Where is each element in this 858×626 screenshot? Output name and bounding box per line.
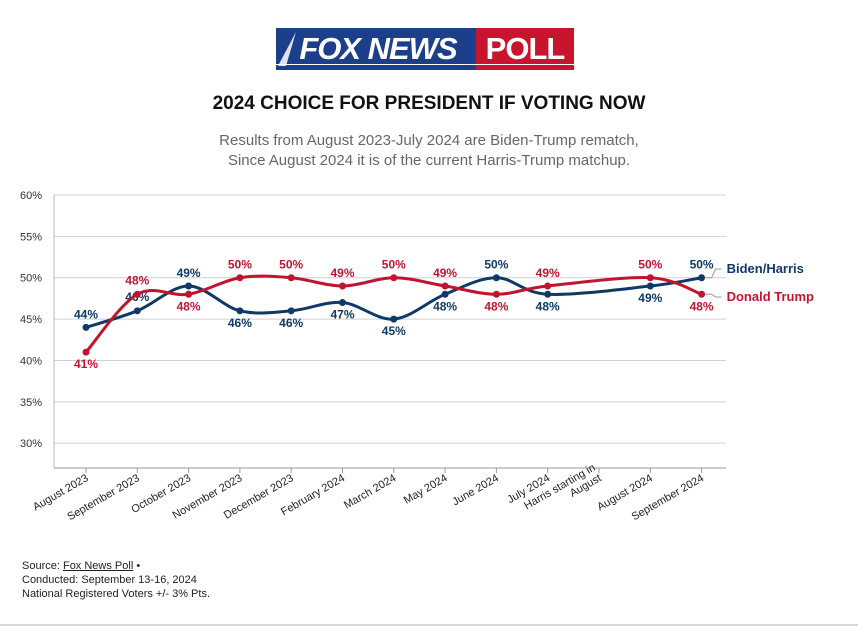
logo-underline-red	[476, 65, 574, 70]
data-point	[646, 282, 654, 290]
data-point	[492, 290, 500, 298]
data-point	[339, 282, 346, 290]
data-point	[236, 307, 244, 315]
conducted-line: Conducted: September 13-16, 2024	[22, 574, 197, 586]
data-label: 50%	[484, 258, 508, 272]
data-point	[544, 290, 552, 298]
data-point	[390, 315, 398, 323]
data-label: 48%	[484, 299, 508, 313]
x-tick-label: March 2024	[342, 472, 398, 511]
subtitle-line-2: Since August 2024 it is of the current H…	[227, 152, 631, 169]
data-point	[646, 274, 654, 282]
y-tick-label: 50%	[20, 273, 42, 285]
data-label: 45%	[382, 324, 406, 338]
y-tick-label: 35%	[20, 397, 42, 409]
data-label: 49%	[536, 266, 560, 280]
logo-underline-blue	[276, 65, 476, 70]
data-point	[236, 274, 244, 282]
x-tick-label: May 2024	[402, 472, 450, 507]
universe-line: National Registered Voters +/- 3% Pts.	[22, 588, 211, 600]
data-label: 48%	[125, 273, 149, 287]
data-label: 50%	[638, 258, 662, 272]
data-label: 49%	[177, 266, 201, 280]
chart-subtitle: Results from August 2023-July 2024 are B…	[0, 131, 858, 171]
data-label: 48%	[536, 299, 560, 313]
data-label: 50%	[690, 258, 714, 272]
y-tick-label: 40%	[20, 355, 42, 367]
data-point	[133, 307, 141, 315]
data-label: 44%	[74, 307, 98, 321]
data-point	[698, 274, 706, 282]
data-label: 50%	[279, 258, 303, 272]
series-line	[84, 274, 704, 354]
data-point	[698, 290, 706, 298]
data-point	[441, 282, 449, 290]
data-label: 47%	[330, 308, 354, 322]
data-label: 50%	[228, 258, 252, 272]
logo-red-panel	[476, 28, 574, 64]
data-label: 49%	[638, 291, 662, 305]
source-line: Source: Fox News Poll •	[22, 559, 210, 573]
data-point	[339, 299, 346, 307]
y-tick-label: 55%	[20, 231, 42, 243]
data-point	[492, 274, 500, 282]
legend-connector	[704, 293, 722, 298]
data-point	[133, 290, 141, 298]
data-label: 48%	[433, 299, 457, 313]
x-tick-label: June 2024	[450, 472, 501, 508]
data-label: 46%	[228, 316, 252, 330]
source-prefix: Source:	[22, 560, 63, 572]
source-link[interactable]: Fox News Poll	[62, 560, 134, 572]
data-point	[185, 290, 193, 298]
data-label: 50%	[382, 258, 406, 272]
data-point	[441, 290, 449, 298]
line-chart: 60%55%50%45%40%35%30%August 2023Septembe…	[20, 190, 814, 523]
data-point	[287, 274, 295, 282]
y-tick-label: 45%	[20, 314, 42, 326]
data-label: 49%	[433, 266, 457, 280]
fox-news-poll-logo: FOX NEWS POLL	[274, 26, 576, 72]
data-point	[185, 282, 193, 290]
y-tick-label: 30%	[20, 438, 42, 450]
legend-connector	[704, 268, 722, 279]
data-point	[390, 274, 398, 282]
chart-title: 2024 CHOICE FOR PRESIDENT IF VOTING NOW	[212, 93, 646, 114]
legend-series-label: Biden/Harris	[727, 261, 804, 276]
data-point	[82, 323, 90, 331]
data-label: 41%	[74, 357, 98, 371]
bottom-divider	[0, 624, 858, 626]
data-label: 46%	[279, 316, 303, 330]
logo-word-poll: POLL	[486, 31, 565, 66]
data-label: 48%	[690, 299, 714, 313]
subtitle-line-1: Results from August 2023-July 2024 are B…	[219, 132, 639, 149]
data-label: 49%	[330, 266, 354, 280]
data-point	[287, 307, 295, 315]
y-tick-label: 60%	[20, 190, 42, 202]
data-point	[82, 348, 90, 356]
footer: Source: Fox News Poll • Conducted: Septe…	[22, 559, 210, 601]
logo-blue-panel	[276, 28, 476, 64]
logo-searchlight-icon	[278, 32, 296, 66]
logo-word-fox-news: FOX NEWS	[299, 31, 458, 66]
source-suffix: •	[133, 560, 141, 572]
data-label: 48%	[177, 299, 201, 313]
data-point	[544, 282, 552, 290]
legend-series-label: Donald Trump	[727, 289, 814, 304]
